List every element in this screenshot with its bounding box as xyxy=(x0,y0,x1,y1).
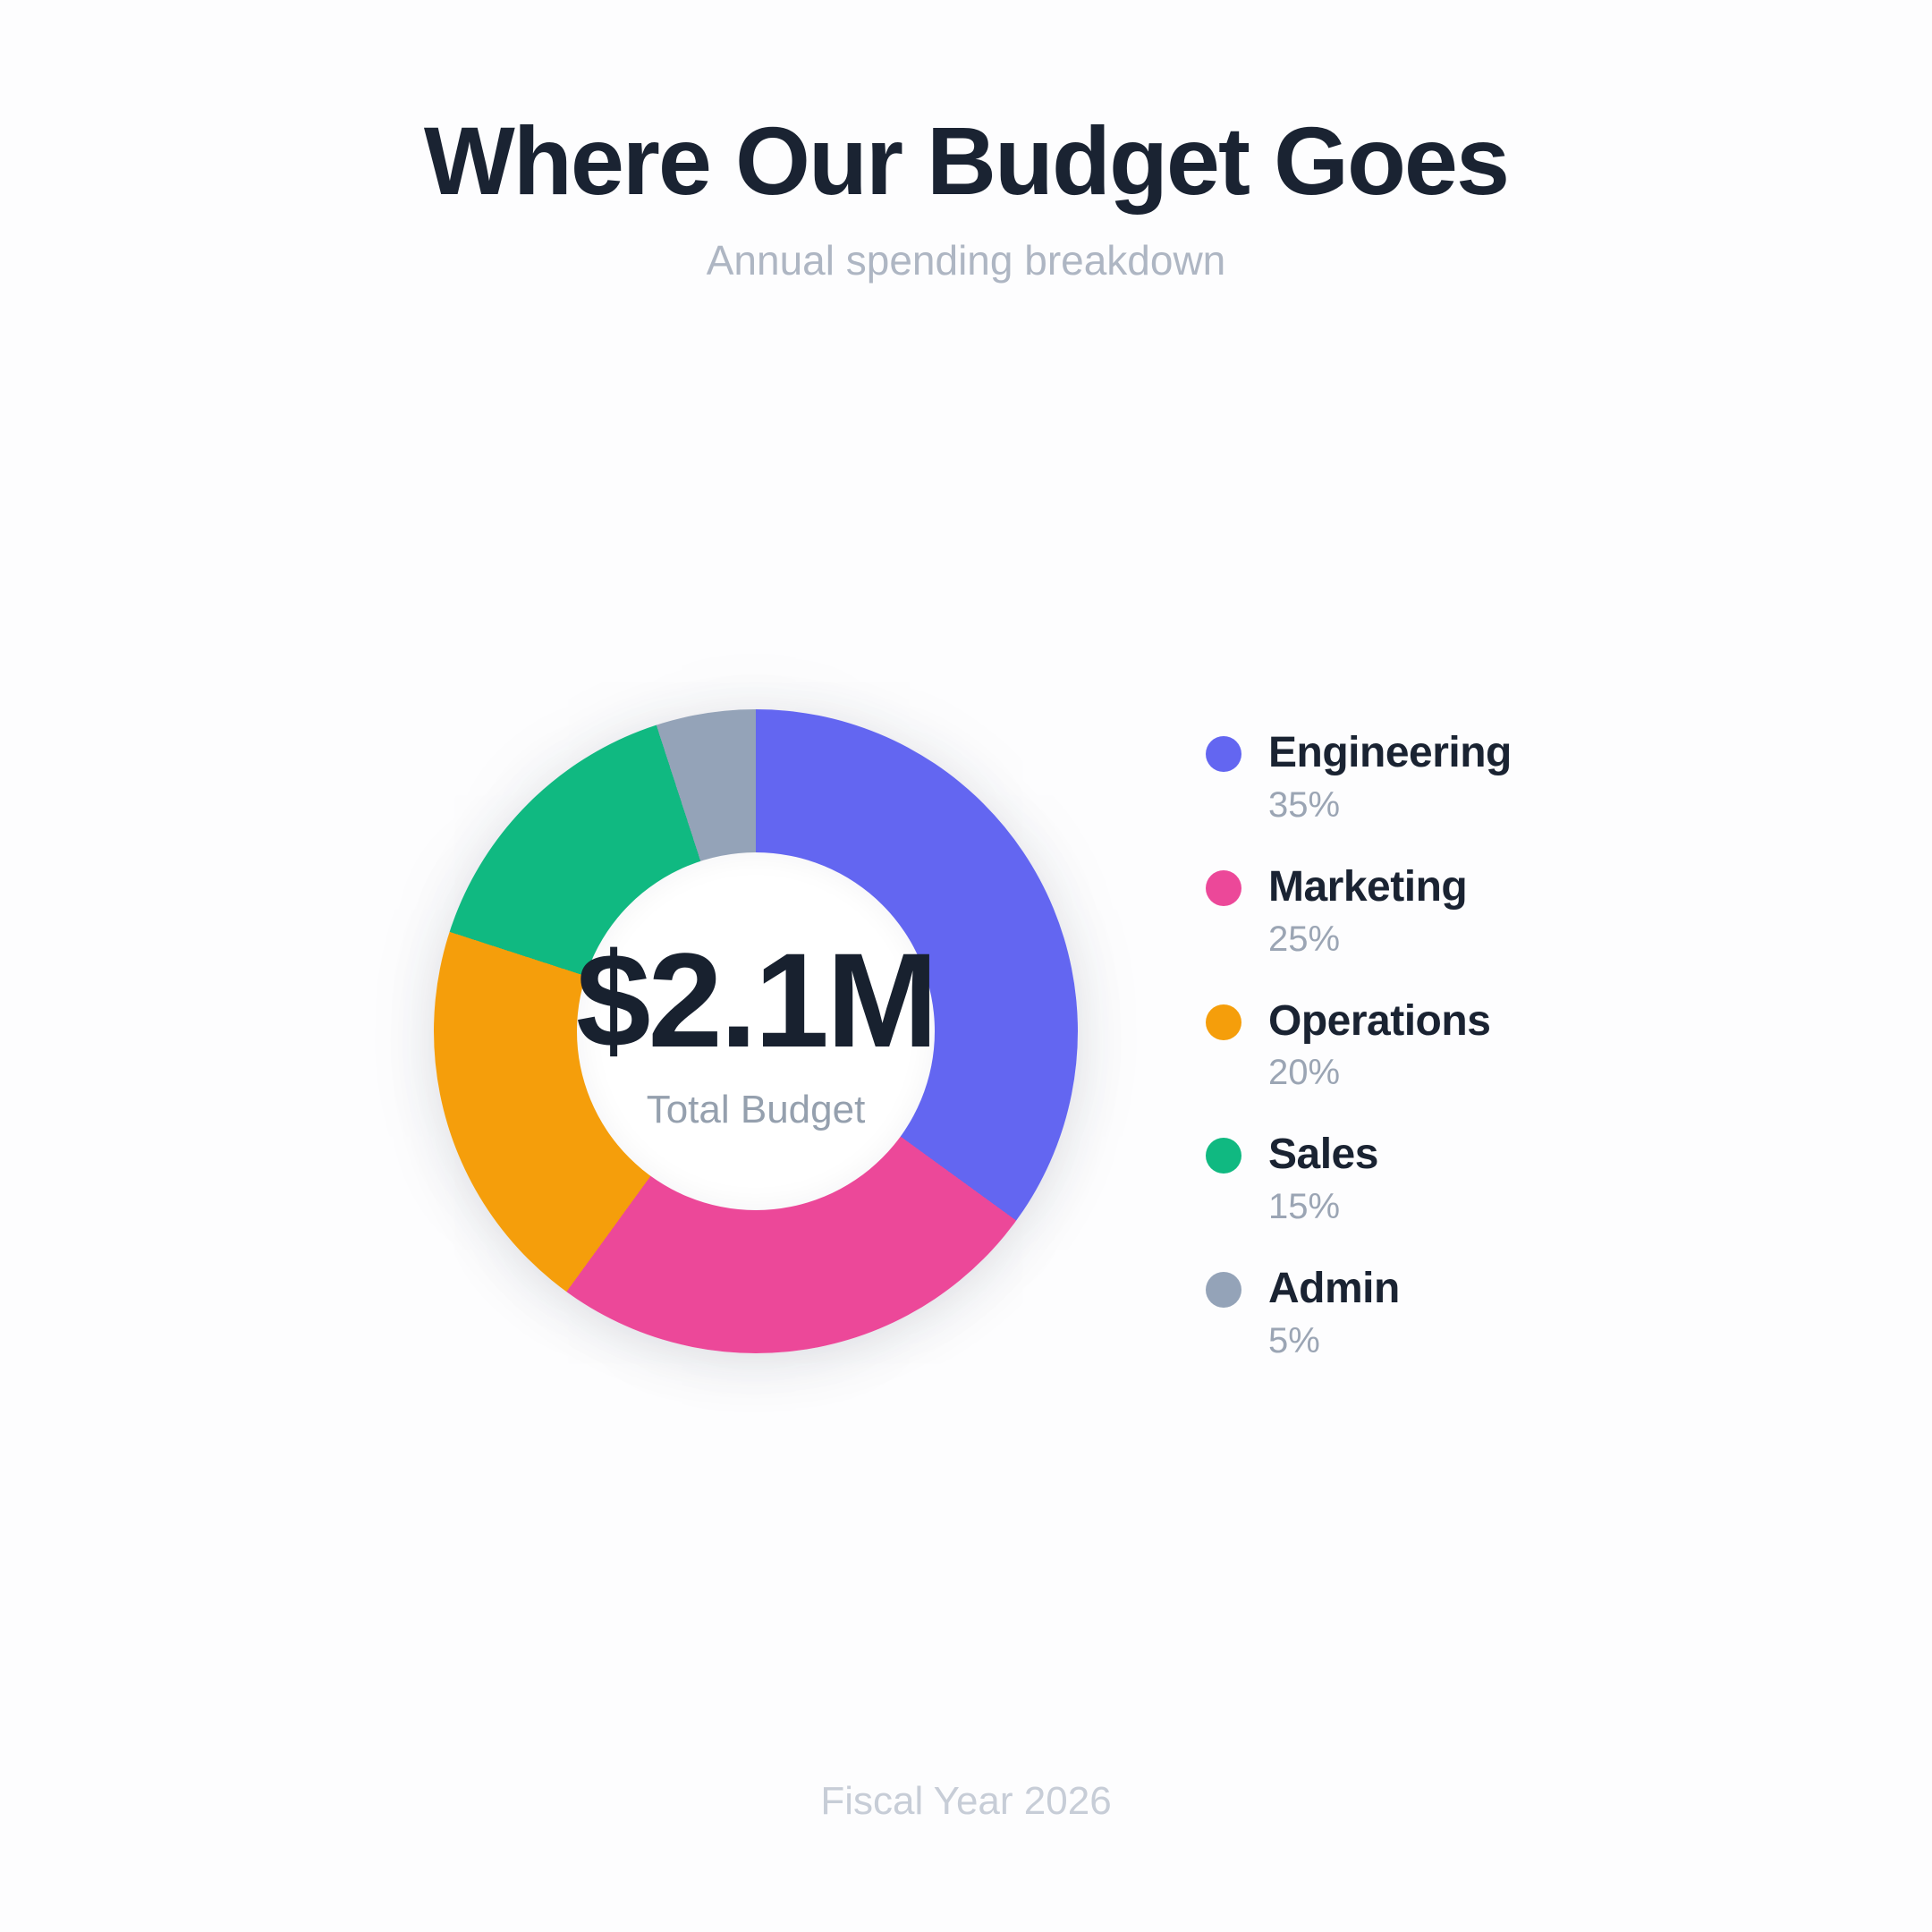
legend-text: Sales 15% xyxy=(1268,1131,1378,1224)
donut-chart: $2.1M Total Budget xyxy=(434,709,1078,1353)
legend-value: 5% xyxy=(1268,1321,1320,1361)
legend-label: Engineering xyxy=(1268,729,1512,776)
footer: Fiscal Year 2026 xyxy=(0,1782,1932,1821)
legend-item: Operations 20% xyxy=(1206,996,1512,1093)
legend-color-dot-icon xyxy=(1206,1138,1241,1174)
legend-color-dot-icon xyxy=(1206,1004,1241,1040)
legend-label: Sales xyxy=(1268,1131,1378,1179)
legend-value: 15% xyxy=(1268,1187,1341,1227)
legend: Engineering 35% Marketing 25% Operations… xyxy=(1206,730,1512,1359)
page-subtitle: Annual spending breakdown xyxy=(706,237,1226,284)
total-budget-value: $2.1M xyxy=(576,925,938,1075)
legend-color-dot-icon xyxy=(1206,869,1241,906)
legend-text: Marketing 25% xyxy=(1268,862,1468,959)
legend-label: Admin xyxy=(1268,1265,1400,1313)
legend-value: 20% xyxy=(1268,1053,1341,1093)
legend-label: Marketing xyxy=(1268,862,1468,911)
footer-note: Fiscal Year 2026 xyxy=(820,1779,1112,1823)
legend-value: 35% xyxy=(1268,784,1341,825)
header: Where Our Budget Goes Annual spending br… xyxy=(0,106,1932,284)
legend-text: Admin 5% xyxy=(1268,1266,1400,1359)
legend-item: Admin 5% xyxy=(1206,1266,1512,1359)
legend-color-dot-icon xyxy=(1206,736,1241,772)
legend-color-dot-icon xyxy=(1206,1272,1241,1309)
legend-item: Sales 15% xyxy=(1206,1131,1512,1224)
legend-item: Marketing 25% xyxy=(1206,862,1512,959)
legend-text: Operations 20% xyxy=(1268,996,1491,1093)
legend-label: Operations xyxy=(1268,996,1491,1045)
total-budget-label: Total Budget xyxy=(646,1088,866,1131)
legend-text: Engineering 35% xyxy=(1268,730,1512,823)
donut-center: $2.1M Total Budget xyxy=(576,852,938,1210)
legend-value: 25% xyxy=(1268,919,1341,959)
page-title: Where Our Budget Goes xyxy=(423,106,1510,215)
legend-item: Engineering 35% xyxy=(1206,730,1512,823)
